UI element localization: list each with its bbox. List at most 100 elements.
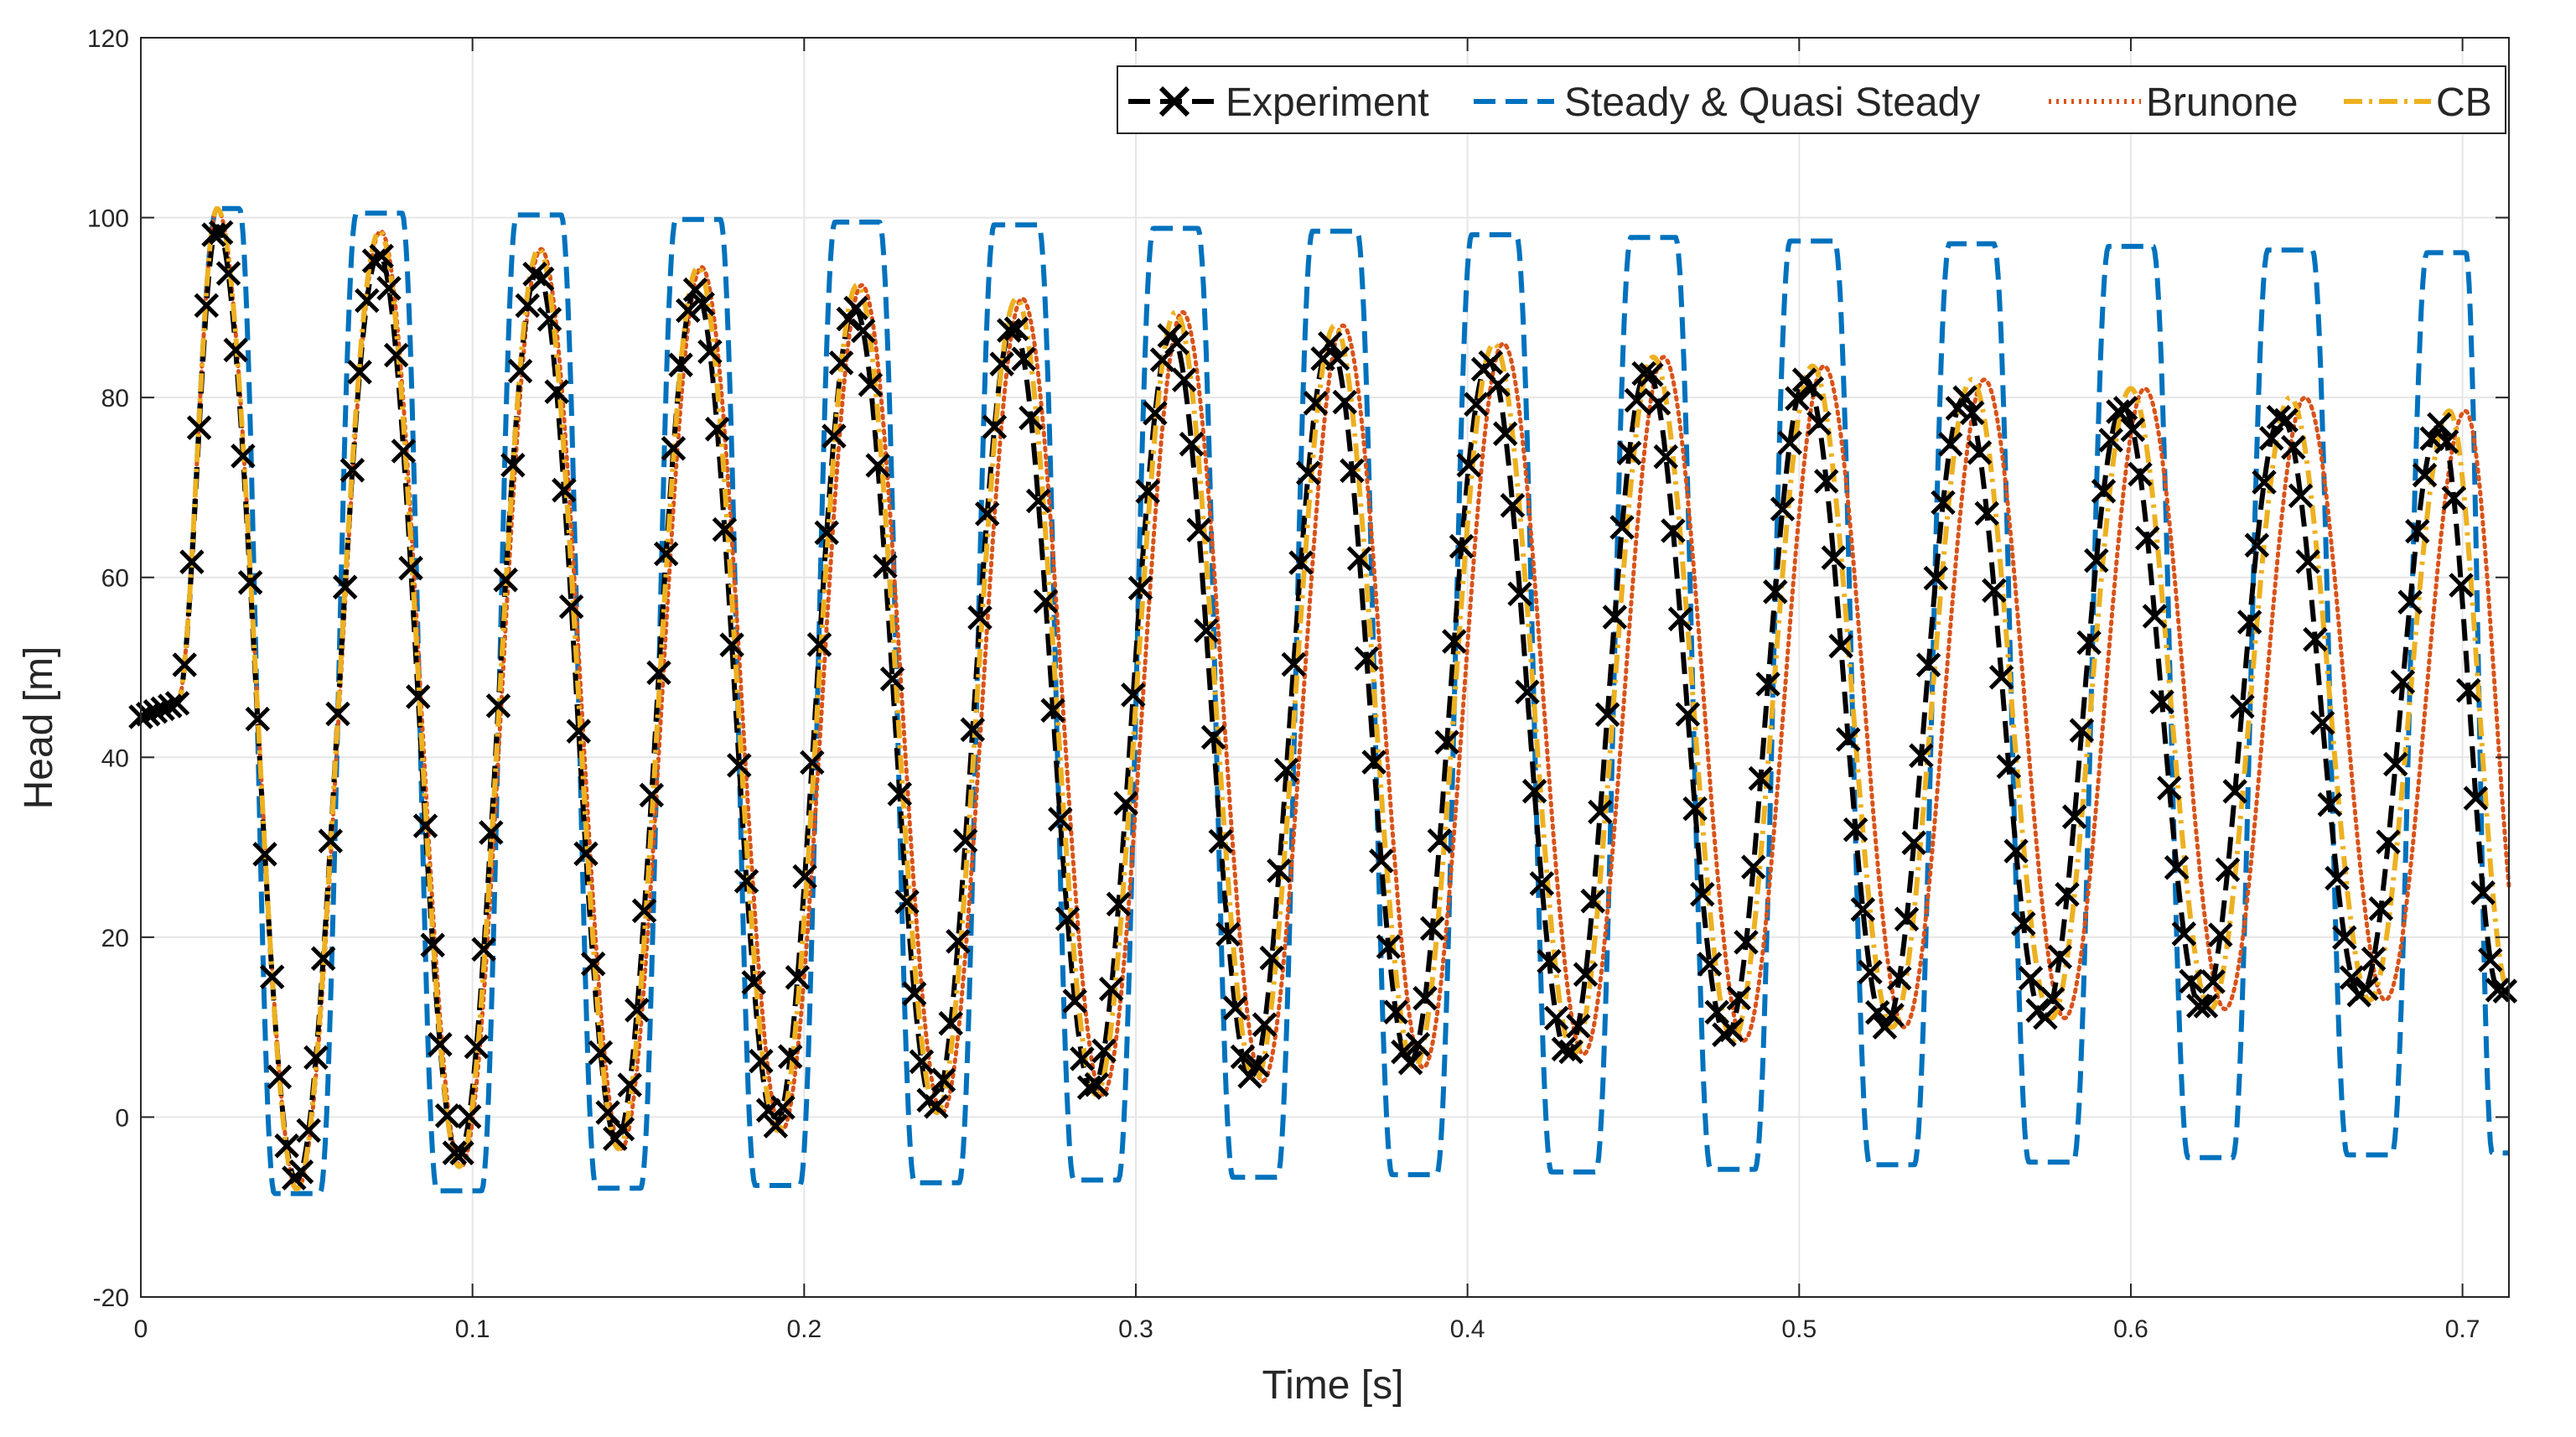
experiment-marker <box>1850 897 1876 922</box>
experiment-marker <box>2339 965 2365 990</box>
experiment-marker <box>2288 483 2314 509</box>
experiment-marker <box>1055 906 1081 931</box>
experiment-marker <box>625 998 650 1023</box>
experiment-marker <box>843 295 868 321</box>
series-line-cb <box>139 205 2511 1192</box>
experiment-marker <box>2368 896 2394 921</box>
experiment-marker <box>2485 978 2511 1003</box>
experiment-marker <box>719 632 744 657</box>
experiment-marker <box>1500 493 1526 518</box>
experiment-marker <box>894 889 920 915</box>
experiment-marker <box>749 1048 774 1074</box>
experiment-marker <box>485 693 511 718</box>
experiment-marker <box>1361 750 1386 775</box>
experiment-marker <box>1507 581 1532 607</box>
experiment-marker <box>1726 985 1752 1011</box>
experiment-marker <box>858 372 884 397</box>
experiment-marker <box>398 555 423 581</box>
experiment-marker <box>2266 404 2292 430</box>
experiment-marker <box>479 820 504 845</box>
legend: Experiment Steady & Quasi Steady Brunone… <box>1117 65 2506 134</box>
experiment-marker <box>544 379 569 404</box>
experiment-marker <box>1858 959 1883 985</box>
experiment-marker <box>2427 412 2452 438</box>
experiment-marker <box>828 350 854 376</box>
experiment-marker <box>2237 610 2262 635</box>
experiment-marker <box>1252 1012 1278 1037</box>
experiment-marker <box>1806 411 1832 436</box>
experiment-marker <box>938 1010 963 1036</box>
experiment-marker <box>1405 1031 1431 1057</box>
experiment-marker <box>1602 604 1628 630</box>
experiment-marker <box>1697 952 1723 977</box>
experiment-marker <box>2193 993 2219 1019</box>
experiment-marker <box>2252 469 2277 495</box>
experiment-marker <box>1580 888 1605 914</box>
experiment-marker <box>1821 545 1847 570</box>
experiment-marker <box>588 1040 614 1066</box>
experiment-marker <box>1464 392 1489 418</box>
experiment-marker <box>1639 362 1664 387</box>
experiment-marker <box>1646 391 1672 416</box>
experiment-marker <box>2112 396 2138 421</box>
experiment-marker <box>946 929 971 954</box>
experiment-marker <box>1281 651 1307 677</box>
experiment-marker <box>2405 518 2430 544</box>
experiment-marker <box>1594 702 1620 728</box>
experiment-marker <box>383 342 409 368</box>
experiment-marker <box>1521 778 1547 804</box>
experiment-marker <box>668 352 693 378</box>
experiment-marker <box>2258 426 2284 451</box>
experiment-marker <box>1996 754 2022 780</box>
experiment-marker <box>355 288 380 314</box>
experiment-marker <box>806 632 832 657</box>
experiment-marker <box>573 841 599 867</box>
experiment-marker <box>741 970 766 995</box>
x-tick-label: 0.1 <box>455 1315 490 1343</box>
y-tick-label: 80 <box>101 385 129 412</box>
experiment-marker <box>1566 1014 1591 1039</box>
experiment-marker <box>2281 434 2306 460</box>
y-tick-label: 120 <box>87 25 129 53</box>
experiment-marker <box>1872 1014 1898 1040</box>
experiment-marker <box>456 1104 482 1129</box>
experiment-marker <box>1763 579 1788 604</box>
experiment-marker <box>2018 966 2044 991</box>
experiment-marker <box>1777 430 1802 455</box>
experiment-marker <box>2244 532 2270 558</box>
experiment-marker <box>2361 947 2387 972</box>
experiment-marker <box>850 318 876 344</box>
experiment-marker <box>1070 1046 1095 1071</box>
experiment-marker <box>412 813 438 838</box>
experiment-marker <box>2179 968 2204 994</box>
experiment-marker <box>2164 855 2190 880</box>
experiment-marker <box>420 932 445 958</box>
experiment-marker <box>2033 1004 2058 1030</box>
experiment-marker <box>500 453 526 478</box>
plot-area <box>141 38 2509 1297</box>
experiment-marker <box>1653 444 1678 469</box>
legend-label-brunone: Brunone <box>2146 80 2298 125</box>
experiment-marker <box>785 965 811 990</box>
experiment-marker <box>770 1095 796 1120</box>
y-tick-label: 0 <box>115 1104 129 1132</box>
experiment-marker <box>1040 698 1065 724</box>
experiment-marker <box>296 1118 321 1144</box>
experiment-marker <box>865 453 890 478</box>
experiment-marker <box>2433 429 2459 454</box>
experiment-marker <box>704 417 730 442</box>
experiment-marker <box>2382 751 2408 777</box>
experiment-marker <box>1113 791 1138 816</box>
experiment-marker <box>952 827 978 853</box>
experiment-marker <box>1121 682 1146 708</box>
experiment-marker <box>2470 880 2496 905</box>
experiment-marker <box>1631 361 1656 386</box>
experiment-marker <box>2128 461 2153 487</box>
experiment-marker <box>2390 669 2416 695</box>
legend-marker-experiment <box>1158 86 1190 117</box>
experiment-marker <box>194 293 220 319</box>
experiment-marker <box>800 750 825 776</box>
experiment-marker <box>2149 689 2174 714</box>
experiment-marker <box>158 693 183 718</box>
